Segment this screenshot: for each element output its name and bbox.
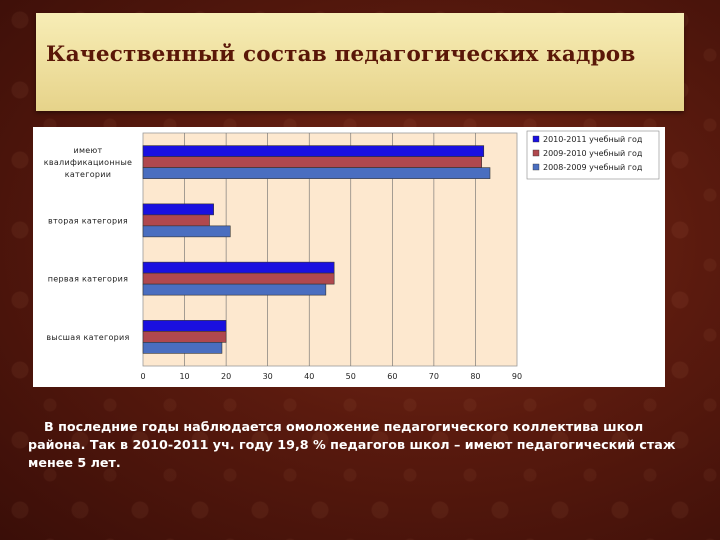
bar <box>142 342 223 354</box>
x-tick-label: 60 <box>387 372 397 381</box>
legend-swatch <box>532 163 540 171</box>
x-tick-label: 20 <box>221 372 231 381</box>
bar <box>142 203 214 216</box>
x-tick-label: 50 <box>346 372 356 381</box>
legend-label: 2008-2009 учебный год <box>543 163 643 172</box>
category-label: имеют <box>73 146 102 155</box>
legend-label: 2009-2010 учебный год <box>543 149 643 158</box>
x-tick-label: 80 <box>470 372 480 381</box>
category-label: категории <box>65 170 112 179</box>
bar <box>142 156 482 168</box>
bar <box>142 320 227 332</box>
bar <box>142 167 491 179</box>
x-tick-label: 90 <box>512 372 522 381</box>
bar <box>142 331 227 343</box>
legend-swatch <box>532 135 540 143</box>
category-label: квалификационные <box>44 158 133 167</box>
legend-box <box>526 130 660 180</box>
category-label: вторая категория <box>48 216 128 225</box>
bar <box>142 272 335 285</box>
bar <box>142 145 485 157</box>
category-label: высшая категория <box>46 333 129 342</box>
x-tick-label: 40 <box>304 372 314 381</box>
bar <box>142 261 335 274</box>
legend-label: 2010-2011 учебный год <box>543 135 643 144</box>
legend-swatch <box>532 149 540 157</box>
caption-text: В последние годы наблюдается омоложение … <box>28 419 676 470</box>
x-tick-label: 10 <box>179 372 189 381</box>
title-banner <box>36 13 684 111</box>
x-tick-label: 70 <box>429 372 439 381</box>
bar <box>142 283 327 296</box>
bar <box>142 225 231 238</box>
x-tick-label: 30 <box>263 372 273 381</box>
category-label: первая категория <box>48 275 129 284</box>
x-tick-label: 0 <box>140 372 145 381</box>
page-title: Качественный состав педагогических кадро… <box>46 42 636 67</box>
bar <box>142 214 210 227</box>
